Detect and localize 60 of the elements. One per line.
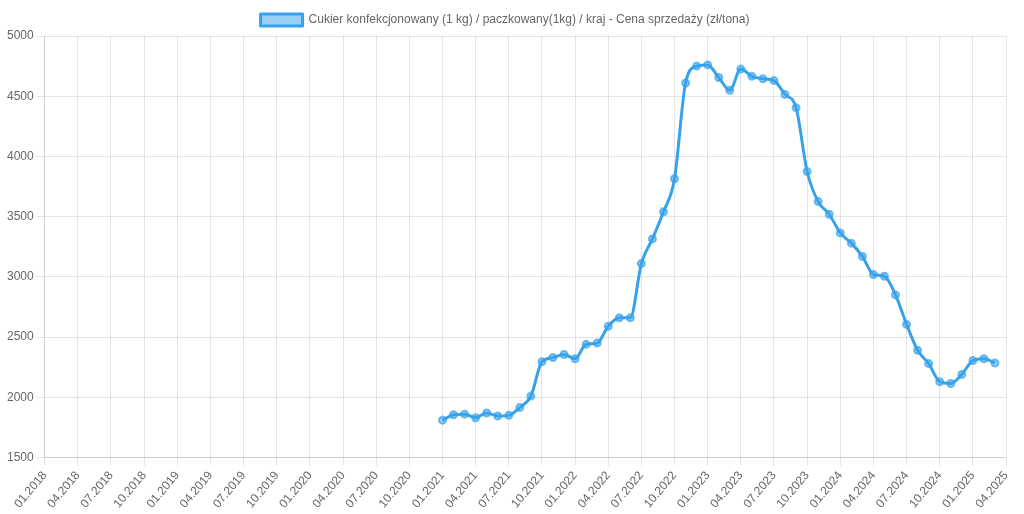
point [559,350,569,360]
point [471,413,481,423]
y-tick-label: 4500 [6,88,35,103]
point [902,319,912,329]
point [791,103,801,113]
point [647,234,657,244]
point [813,197,823,207]
point [703,60,713,70]
point [515,403,525,413]
point [957,369,967,379]
y-tick-label: 1500 [6,449,35,464]
point [868,269,878,279]
point [802,166,812,176]
point [879,271,889,281]
y-tick-label: 2500 [6,329,35,344]
point [935,377,945,387]
point [603,321,613,331]
point [449,410,459,420]
point [526,391,536,401]
point [460,409,470,419]
point [437,415,447,425]
point [968,356,978,366]
point [592,338,602,348]
point [769,76,779,86]
point [846,238,856,248]
point [625,313,635,323]
y-tick-label: 3500 [6,208,35,223]
y-tick-label: 5000 [6,28,35,43]
y-tick-label: 3000 [6,269,35,284]
point [714,73,724,83]
point [913,345,923,355]
legend-label: Cukier konfekcjonowany (1 kg) / paczkowany(1kg) / kraj - Cena sprzedaży (zł/tona) [308,12,750,27]
point [670,174,680,184]
point [924,359,934,369]
point [681,78,691,88]
y-tick-label: 4000 [6,148,35,163]
y-tick-label: 2000 [6,389,35,404]
point [504,410,514,420]
point [658,207,668,217]
point [493,411,503,421]
point [946,378,956,388]
point [857,251,867,261]
point [570,354,580,364]
point [736,64,746,74]
point [548,353,558,363]
point [581,339,591,349]
point [636,259,646,269]
point [747,71,757,81]
point [990,358,1000,368]
point [824,209,834,219]
point [780,89,790,99]
point [614,313,624,323]
point [758,74,768,84]
point [835,228,845,238]
point [891,290,901,300]
point [979,354,989,364]
point [692,61,702,71]
point [482,408,492,418]
point [725,85,735,95]
point [537,357,547,367]
